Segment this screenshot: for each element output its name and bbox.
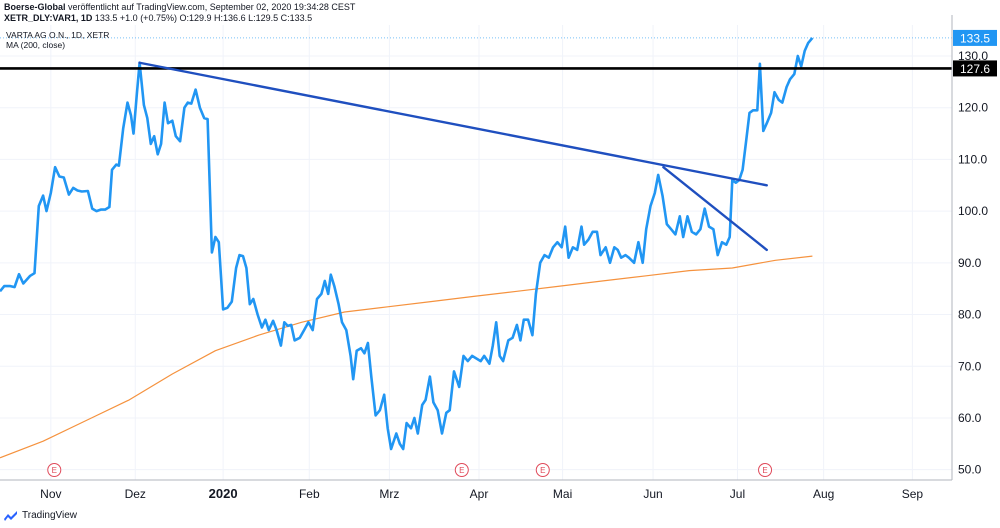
tradingview-logo-text: TradingView [22,510,78,521]
legend-ma: MA (200, close) [6,40,65,50]
low-value: 129.5 [255,13,279,23]
price-line [0,37,814,451]
last-price-tag: 133.5 [960,31,990,45]
earnings-marker-icon [47,463,62,477]
y-tick-label: 80.0 [958,308,982,322]
tradingview-logo-icon [4,510,17,521]
change-value: +1.0 (+0.75%) [119,13,177,23]
legend-instrument: VARTA AG O.N., 1D, XETR [6,30,109,40]
symbol-label: XETR_DLY:VAR1, 1D [4,13,93,23]
y-tick-label: 60.0 [958,411,982,425]
last-price-tag-bg [953,29,997,46]
tradingview-footer[interactable]: TradingView [4,510,77,521]
earnings-marker-icon [535,463,550,477]
earnings-marker-icon [454,463,469,477]
brand-name: Boerse-Global [4,2,66,12]
x-tick-label: Feb [299,487,320,501]
high-label: H: [214,13,224,23]
x-tick-label: 2020 [209,486,238,501]
low-label: L: [248,13,256,23]
y-tick-label: 90.0 [958,256,982,270]
ma-layer [0,255,813,459]
high-value: 136.6 [223,13,246,23]
earnings-marker-icon [758,463,773,477]
price-layer [0,37,814,451]
x-tick-label: Dez [125,487,146,501]
y-tick-label: 100.0 [958,204,988,218]
y-tick-label: 50.0 [958,463,982,477]
published-text: veröffentlicht auf TradingView.com, Sept… [68,2,356,12]
earnings-marker-label: E [52,466,57,475]
ma-200-line [0,255,813,459]
open-label: O: [179,13,189,23]
last-value: 133.5 [94,13,118,23]
axis-layer: 50.0 60.0 70.0 80.0 90.0 100.0 110.0 120.0 130.0… [0,15,997,501]
x-tick-label: Mai [553,487,572,501]
open-value: 129.9 [189,13,212,23]
x-tick-label: Sep [902,487,924,501]
published-header: Boerse-Global veröffentlicht auf Trading… [4,2,355,12]
x-tick-label: Aug [813,487,834,501]
close-label: C: [280,13,290,23]
trend-line [138,61,768,187]
y-tick-label: 70.0 [958,359,982,373]
x-tick-label: Jun [643,487,662,501]
ohlc-header: XETR_DLY:VAR1, 1D 133.5 +1.0 (+0.75%) O:… [4,13,312,23]
x-tick-label: Apr [470,487,489,501]
x-tick-label: Nov [40,487,61,501]
grid [0,25,952,480]
x-tick-label: Jul [730,487,745,501]
earnings-marker-label: E [762,466,767,475]
resistance-price-tag: 127.6 [960,62,990,76]
y-tick-label: 110.0 [958,152,987,166]
resistance-price-tag-bg [953,60,997,77]
earnings-marker-label: E [459,466,464,475]
y-tick-label: 130.0 [958,49,988,63]
trend-line [662,165,768,252]
close-value: 133.5 [289,13,313,23]
y-tick-label: 120.0 [958,101,988,115]
x-tick-label: Mrz [379,487,399,501]
earnings-marker-label: E [540,466,545,475]
